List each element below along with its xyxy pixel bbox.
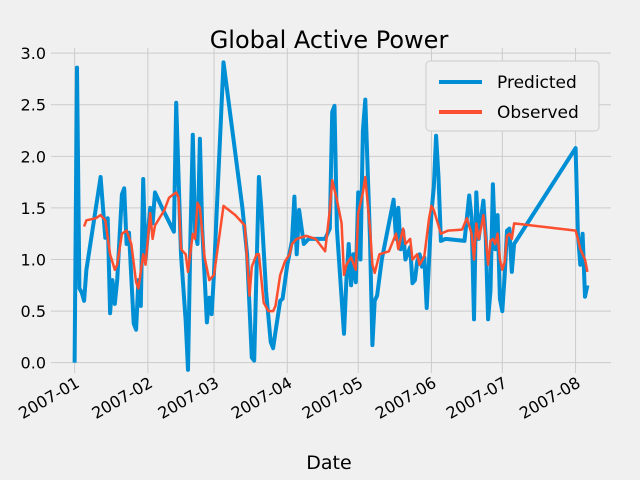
y-tick-label: 2.0	[21, 147, 46, 166]
y-tick-label: 0.0	[21, 354, 46, 373]
y-tick-label: 3.0	[21, 44, 46, 63]
y-tick-label: 2.5	[21, 96, 46, 115]
series-line-observed	[82, 175, 589, 313]
y-tick-labels: 0.0 0.5 1.0 1.5 2.0 2.5 3.0	[21, 44, 46, 373]
series-lines	[72, 60, 590, 372]
y-tick-label: 0.5	[21, 302, 46, 321]
y-tick-label: 1.0	[21, 251, 46, 270]
chart-title: Global Active Power	[210, 26, 449, 54]
legend: Predicted Observed	[425, 60, 600, 132]
legend-label-observed: Observed	[497, 103, 579, 123]
x-axis-label: Date	[306, 452, 351, 474]
series-line-predicted	[72, 60, 590, 372]
y-tick-label: 1.5	[21, 199, 46, 218]
legend-label-predicted: Predicted	[497, 73, 577, 93]
